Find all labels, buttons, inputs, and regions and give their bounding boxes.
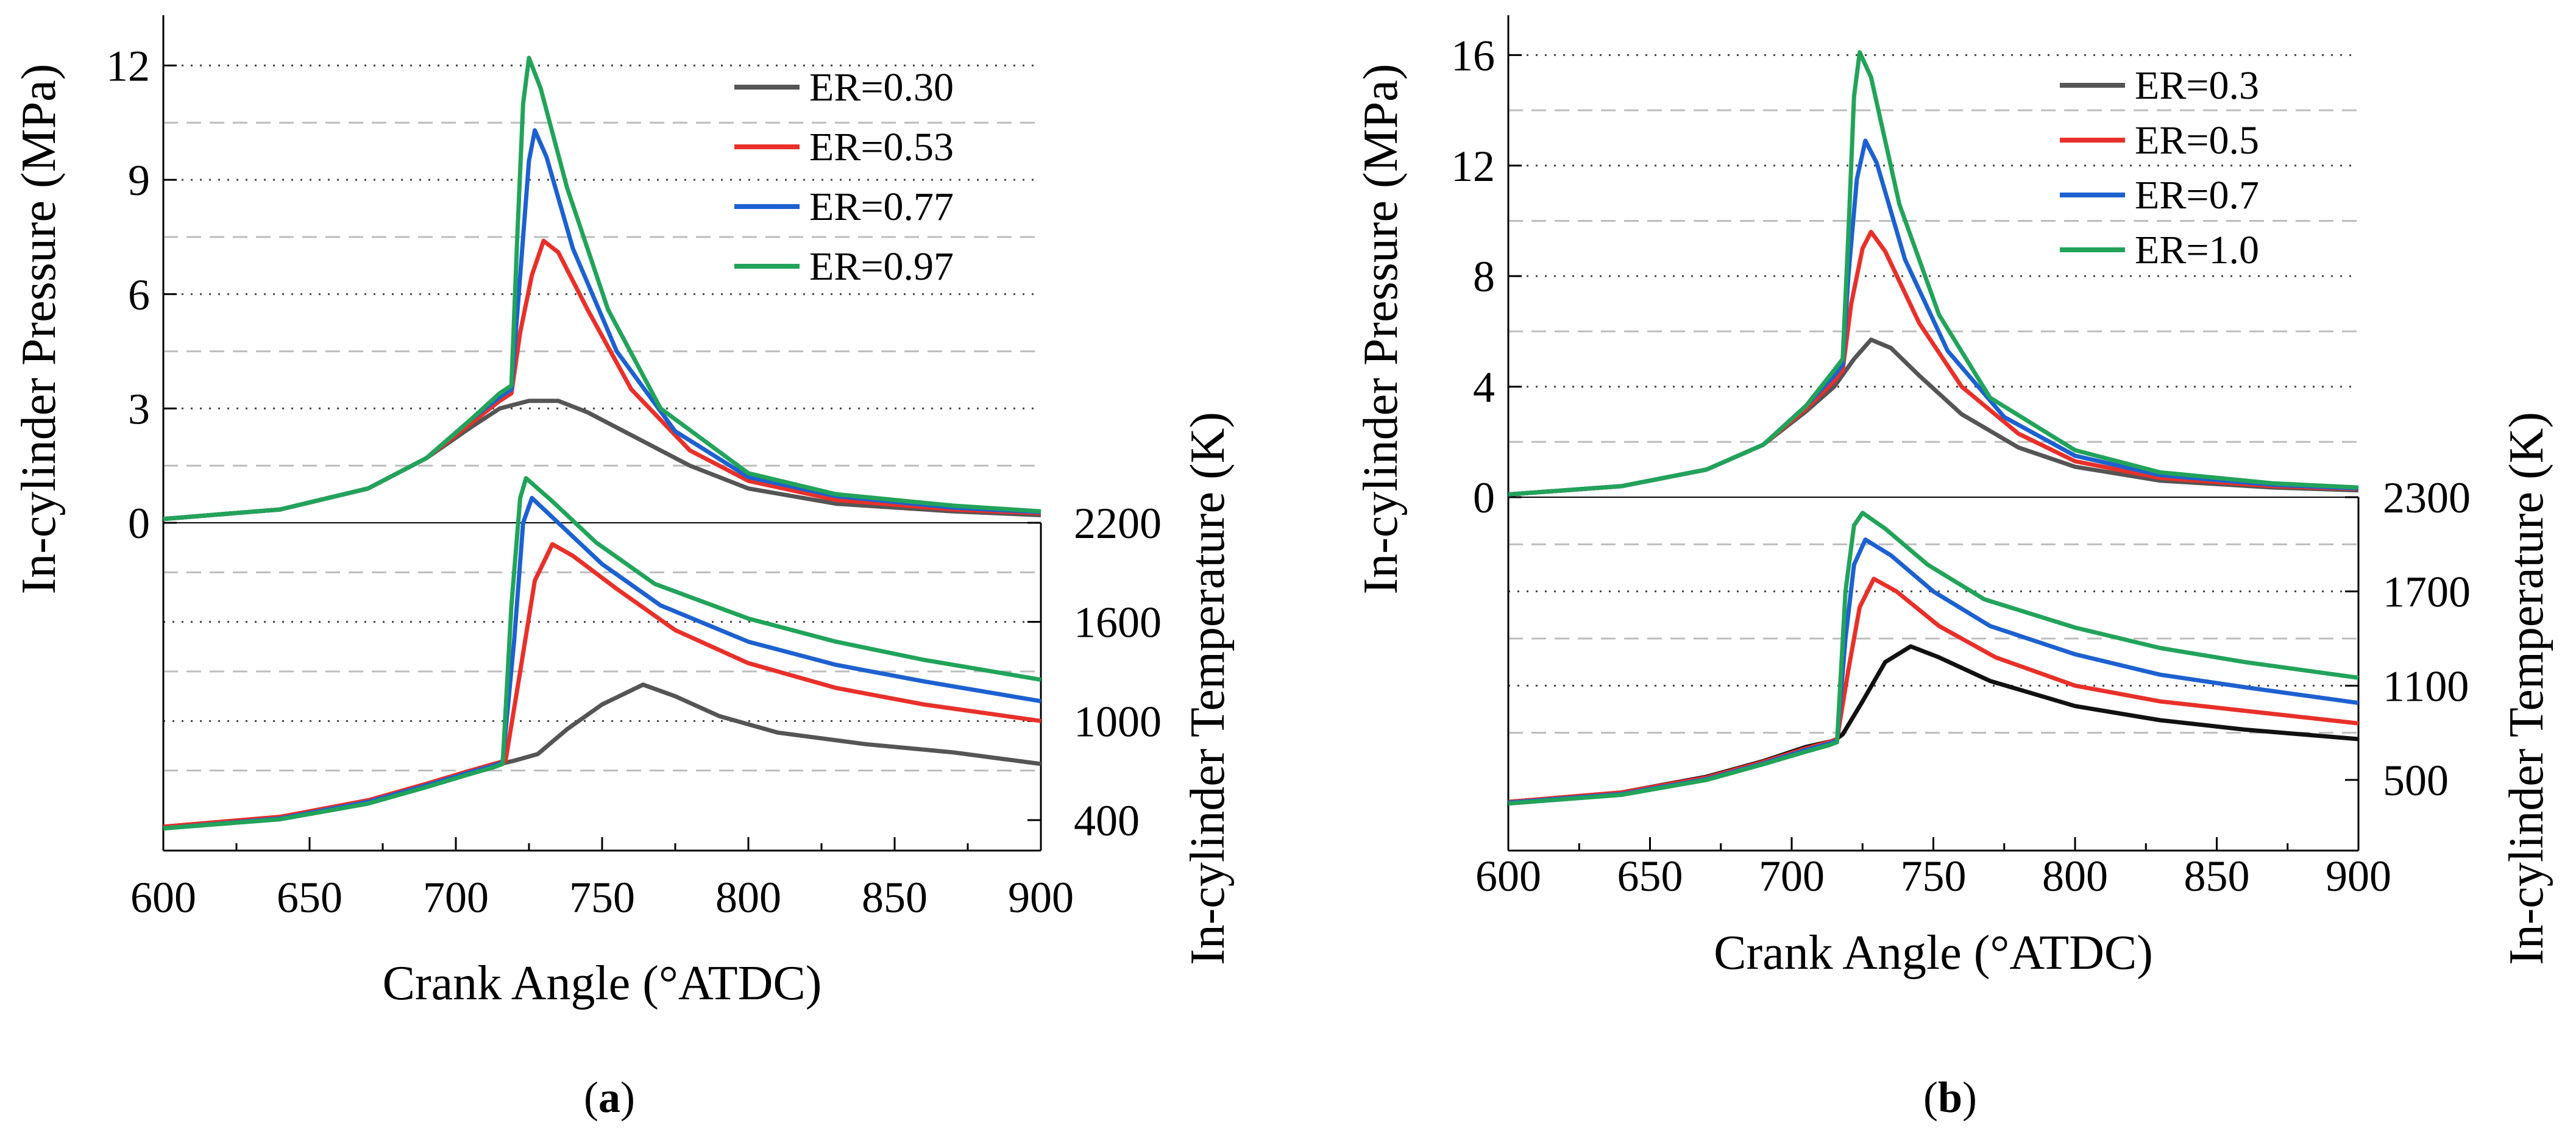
pressure-tick-label: 0 [128, 499, 150, 548]
pressure-line-ER=0.97 [163, 55, 1041, 522]
x-tick-label: 800 [715, 873, 781, 922]
temperature-tick-label: 2200 [1074, 499, 1162, 548]
panel-label-part: a [598, 1073, 620, 1122]
pressure-line-ER=0.3 [1508, 338, 2359, 497]
temperature-tick-label: 1100 [2383, 662, 2469, 710]
x-axis-title: Crank Angle (°ATDC) [383, 957, 822, 1010]
temperature-line-ER=0.97 [163, 476, 1041, 831]
legend-label: ER=0.77 [809, 185, 954, 229]
x-tick-label: 750 [569, 873, 635, 922]
left-axis-title: In-cylinder Pressure (MPa) [1354, 64, 1408, 595]
temperature-line-ER=0.30 [163, 682, 1041, 829]
x-tick-label: 700 [1759, 852, 1825, 901]
panel-label-part: ( [1923, 1073, 1938, 1122]
x-tick-label: 600 [1475, 852, 1541, 901]
x-tick-label: 650 [1617, 852, 1683, 901]
pressure-tick-label: 9 [128, 156, 150, 205]
temperature-tick-label: 1700 [2383, 568, 2471, 617]
temperature-tick-label: 1000 [1074, 697, 1162, 746]
panel-a-chart: 600 650 700 750 800 850 900 0 3 6 9 12 400 1000 1600 22… [12, 15, 1235, 1122]
x-tick-label: 600 [130, 873, 196, 922]
pressure-tick-label: 16 [1451, 31, 1495, 80]
legend-label: ER=1.0 [2135, 228, 2259, 272]
legend-label: ER=0.30 [809, 65, 954, 110]
legend-label: ER=0.97 [809, 244, 954, 289]
temperature-line-ER=1.0 [1508, 511, 2359, 806]
right-axis-title: In-cylinder Temperature (K) [1181, 412, 1235, 965]
legend-label: ER=0.3 [2135, 63, 2259, 108]
pressure-line-ER=1.0 [1508, 50, 2359, 497]
pressure-tick-label: 3 [128, 384, 150, 433]
temperature-tick-label: 500 [2383, 756, 2449, 805]
legend-label: ER=0.7 [2135, 173, 2259, 218]
temperature-line-ER=0.53 [163, 542, 1041, 829]
pressure-tick-label: 6 [128, 271, 150, 319]
x-tick-label: 800 [2042, 852, 2108, 901]
x-axis-title: Crank Angle (°ATDC) [1714, 926, 2153, 980]
panel-b-chart: 600 650 700 750 800 850 900 0 4 8 12 16 500 1100 1700 2… [1354, 15, 2553, 1122]
pressure-tick-label: 8 [1473, 252, 1495, 301]
x-tick-label: 900 [2326, 852, 2391, 901]
panel-label-part: ( [584, 1073, 598, 1122]
temperature-line-ER=0.5 [1508, 576, 2359, 804]
legend-label: ER=0.5 [2135, 118, 2259, 163]
left-axis-title: In-cylinder Pressure (MPa) [12, 64, 66, 595]
temperature-line-ER=0.3 [1508, 644, 2359, 804]
x-tick-label: 850 [2184, 852, 2250, 901]
x-tick-label: 850 [862, 873, 928, 922]
temperature-tick-label: 400 [1074, 796, 1140, 845]
panel-label-part: ) [620, 1073, 635, 1122]
x-tick-label: 900 [1008, 873, 1074, 922]
pressure-tick-label: 12 [106, 42, 150, 91]
x-tick-label: 700 [423, 873, 489, 922]
pressure-tick-label: 0 [1473, 473, 1495, 522]
temperature-tick-label: 2300 [2383, 473, 2471, 522]
x-tick-label: 650 [277, 873, 342, 922]
panel-label-part: ) [1962, 1073, 1977, 1122]
x-tick-label: 750 [1901, 852, 1967, 901]
temperature-tick-label: 1600 [1074, 598, 1162, 647]
temperature-line-ER=0.7 [1508, 537, 2359, 805]
panel-label: (b) [1923, 1073, 1977, 1122]
pressure-tick-label: 12 [1451, 142, 1495, 191]
pressure-tick-label: 4 [1473, 363, 1495, 412]
legend-label: ER=0.53 [809, 125, 954, 169]
panel-label: (a) [584, 1073, 635, 1122]
panel-label-part: b [1938, 1073, 1962, 1122]
right-axis-title: In-cylinder Temperature (K) [2500, 412, 2553, 965]
